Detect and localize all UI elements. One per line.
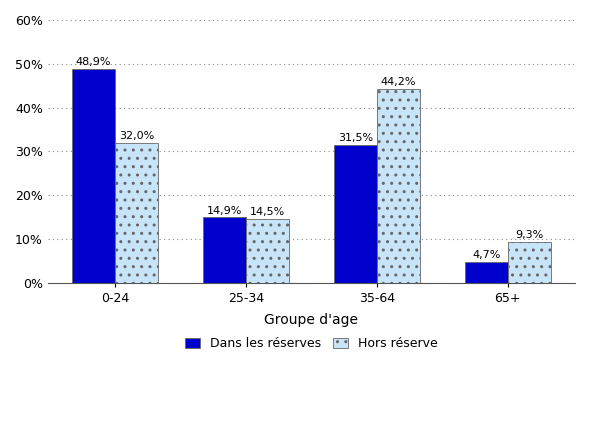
Text: 4,7%: 4,7% <box>472 250 500 260</box>
Text: 31,5%: 31,5% <box>337 133 373 143</box>
Bar <box>377 89 420 283</box>
Text: 14,5%: 14,5% <box>250 207 285 218</box>
Bar <box>72 69 115 283</box>
Text: 32,0%: 32,0% <box>119 131 154 141</box>
Text: 44,2%: 44,2% <box>381 77 417 88</box>
Bar <box>203 218 246 283</box>
Bar <box>508 242 551 283</box>
Text: 48,9%: 48,9% <box>76 57 111 67</box>
Bar <box>464 262 508 283</box>
Bar <box>334 145 377 283</box>
Text: 14,9%: 14,9% <box>206 205 242 216</box>
Bar <box>246 219 289 283</box>
Legend: Dans les réserves, Hors réserve: Dans les réserves, Hors réserve <box>180 332 443 355</box>
Text: 9,3%: 9,3% <box>515 230 543 240</box>
X-axis label: Groupe d'age: Groupe d'age <box>264 313 359 327</box>
Bar <box>115 142 158 283</box>
